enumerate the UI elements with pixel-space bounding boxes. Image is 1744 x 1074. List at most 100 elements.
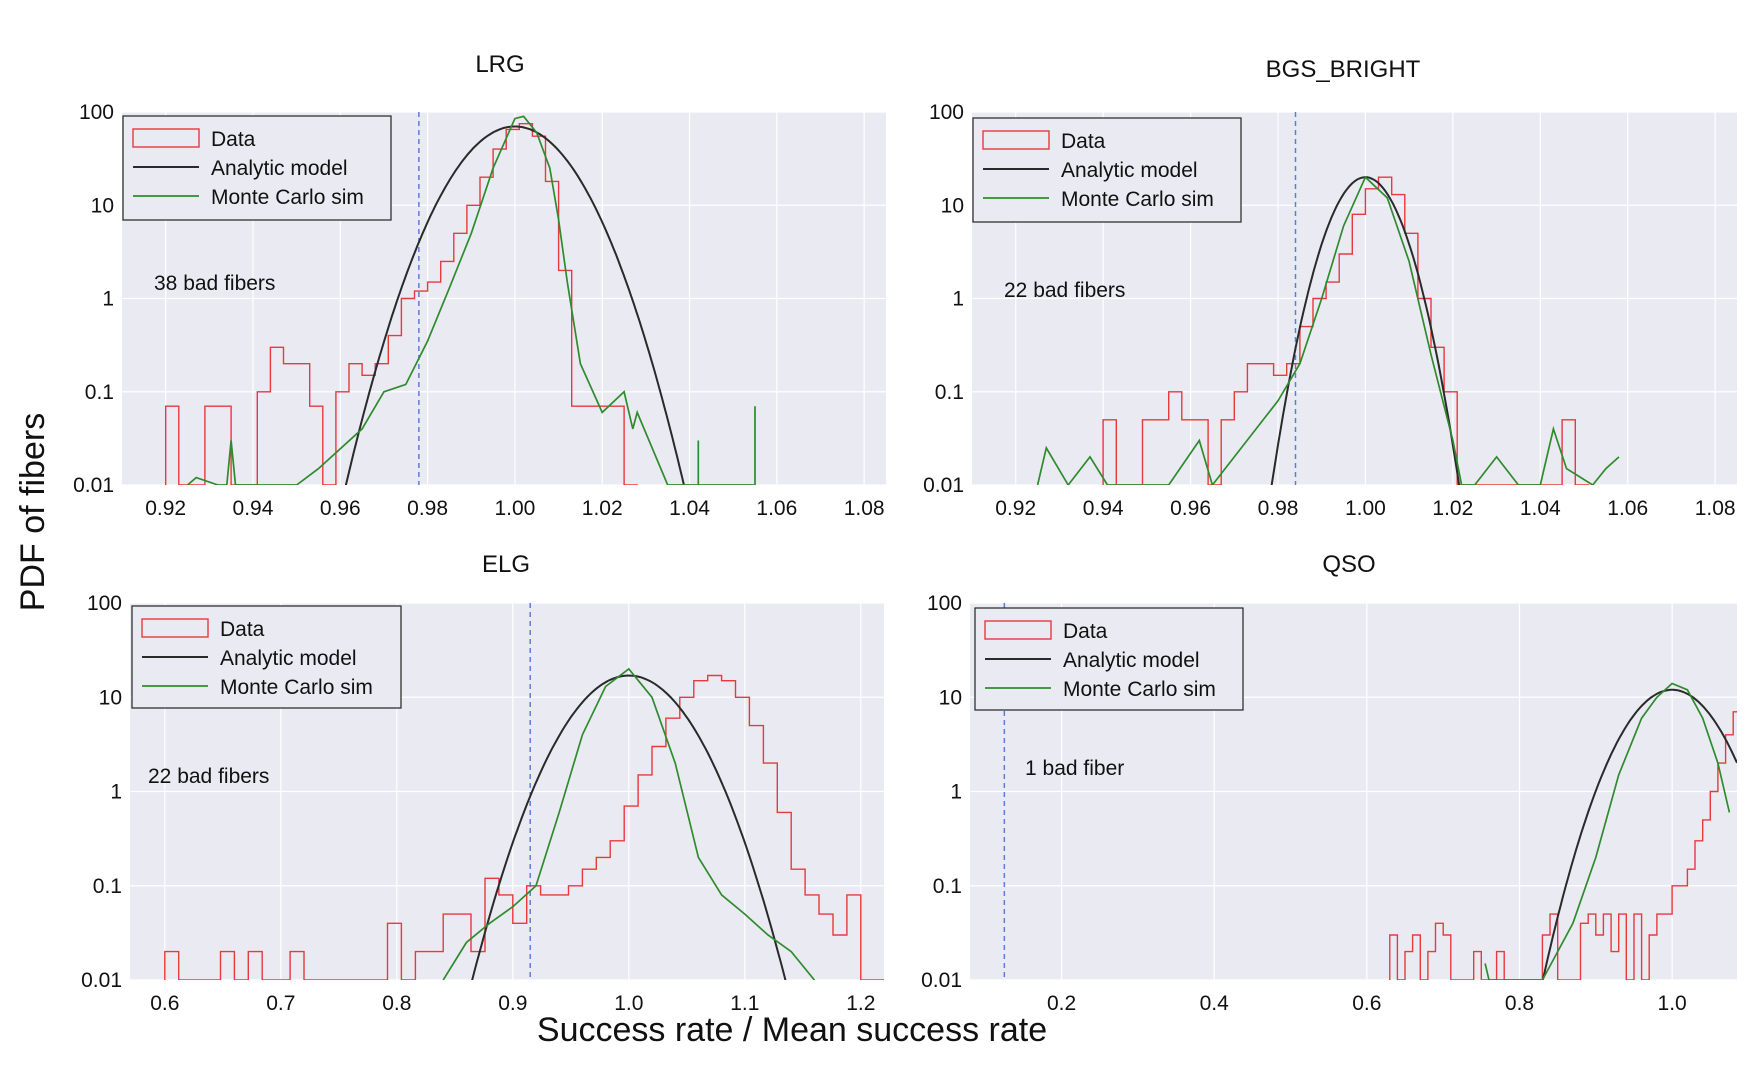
legend: Data Analytic model Monte Carlo sim [972,117,1242,223]
analytic-model-curve [1541,688,1737,980]
y-tick-label: 100 [929,101,964,124]
bad-fibers-annotation: 38 bad fibers [154,272,275,295]
panel-elg: 0.6 0.7 0.8 0.9 1.0 1.1 1.2 0.01 0.1 1 10 100 ELG 22 … [81,551,884,1015]
legend-label: Monte Carlo sim [220,676,373,699]
legend-label: Analytic model [220,647,357,670]
x-tick-label: 0.96 [1170,497,1211,520]
plot-marks [164,603,884,980]
x-tick-label: 0.98 [1258,497,1299,520]
x-tick-label: 0.2 [1047,992,1076,1015]
data-histogram [1389,711,1737,980]
y-tick-label: 1 [950,781,962,804]
legend-label: Data [1063,620,1108,643]
legend-label: Monte Carlo sim [1063,678,1216,701]
panels: 0.92 0.94 0.96 0.98 1.00 1.02 1.04 1.06 1.08 0.01… [73,51,1737,1015]
plot-marks [1036,112,1620,485]
bad-fibers-annotation: 22 bad fibers [148,765,269,788]
panel-title: ELG [482,551,530,578]
x-tick-label: 1.08 [844,497,885,520]
panel-title: QSO [1322,551,1375,578]
legend-label: Data [220,618,265,641]
x-tick-label: 0.7 [266,992,295,1015]
y-tick-label: 0.1 [935,381,964,404]
y-tick-label: 0.01 [81,969,122,992]
x-tick-label: 0.8 [382,992,411,1015]
analytic-model-curve [344,125,685,485]
panel-bgs-bright: 0.92 0.94 0.96 0.98 1.00 1.02 1.04 1.06 1.08 0.01… [923,56,1737,520]
x-axis-label: Success rate / Mean success rate [537,1011,1047,1049]
y-tick-label: 1 [110,781,122,804]
y-tick-label: 10 [99,686,122,709]
x-tick-label: 0.98 [407,497,448,520]
plot-marks [1003,603,1737,980]
monte-carlo-sim-line [1484,682,1731,980]
x-tick-label: 0.6 [1352,992,1381,1015]
monte-carlo-sim-line [442,667,816,980]
x-tick-label: 1.0 [614,992,643,1015]
bad-fibers-annotation: 22 bad fibers [1004,279,1125,302]
x-tick-label: 1.06 [756,497,797,520]
y-axis-label: PDF of fibers [14,413,52,611]
legend-data-swatch [141,618,209,638]
legend-label: Data [1061,130,1106,153]
y-tick-label: 10 [941,194,964,217]
legend: Data Analytic model Monte Carlo sim [122,115,392,221]
x-tick-label: 0.94 [1083,497,1124,520]
x-tick-label: 0.92 [995,497,1036,520]
y-tick-label: 0.1 [93,875,122,898]
legend-label: Data [211,128,256,151]
legend-label: Monte Carlo sim [1061,188,1214,211]
legend-label: Monte Carlo sim [211,186,364,209]
legend-label: Analytic model [1063,649,1200,672]
y-tick-label: 1 [952,288,964,311]
x-tick-label: 0.6 [150,992,179,1015]
y-tick-label: 1 [102,288,114,311]
x-tick-label: 0.94 [233,497,274,520]
bad-fibers-annotation: 1 bad fiber [1025,757,1124,780]
x-tick-label: 1.04 [669,497,710,520]
y-tick-label: 100 [79,101,114,124]
panel-title: LRG [475,51,524,78]
x-tick-label: 0.92 [145,497,186,520]
x-tick-label: 1.0 [1658,992,1687,1015]
monte-carlo-sim-line [186,115,756,485]
legend-label: Analytic model [211,157,348,180]
panel-lrg: 0.92 0.94 0.96 0.98 1.00 1.02 1.04 1.06 1.08 0.01… [73,51,886,520]
x-tick-label: 1.04 [1520,497,1561,520]
y-tick-label: 0.01 [921,969,962,992]
x-tick-label: 1.2 [846,992,875,1015]
legend-data-swatch [982,130,1050,150]
panel-title: BGS_BRIGHT [1266,56,1421,83]
x-tick-label: 0.8 [1505,992,1534,1015]
analytic-model-curve [471,674,787,980]
y-tick-label: 0.01 [73,474,114,497]
x-tick-label: 1.00 [494,497,535,520]
legend-data-swatch [984,620,1052,640]
x-tick-label: 0.96 [320,497,361,520]
legend-label: Analytic model [1061,159,1198,182]
legend: Data Analytic model Monte Carlo sim [131,605,402,709]
x-tick-label: 1.06 [1607,497,1648,520]
x-tick-label: 1.02 [582,497,623,520]
y-tick-label: 0.1 [85,381,114,404]
y-tick-label: 100 [927,592,962,615]
y-tick-label: 100 [87,592,122,615]
x-tick-label: 1.00 [1345,497,1386,520]
legend: Data Analytic model Monte Carlo sim [974,607,1244,711]
y-tick-label: 0.01 [923,474,964,497]
x-tick-label: 1.08 [1695,497,1736,520]
x-tick-label: 1.1 [730,992,759,1015]
data-histogram [165,123,638,485]
x-tick-label: 1.02 [1432,497,1473,520]
x-tick-label: 0.4 [1200,992,1230,1015]
legend-data-swatch [132,128,200,148]
data-histogram [1102,176,1590,485]
x-tick-label: 0.9 [498,992,527,1015]
analytic-model-curve [1270,176,1461,485]
legend-box [122,115,392,221]
plot-marks [165,112,756,485]
panel-qso: 0.2 0.4 0.6 0.8 1.0 0.01 0.1 1 10 100 QSO 1 bad fib… [921,551,1737,1015]
y-tick-label: 10 [91,194,114,217]
monte-carlo-sim-line [1036,175,1620,485]
